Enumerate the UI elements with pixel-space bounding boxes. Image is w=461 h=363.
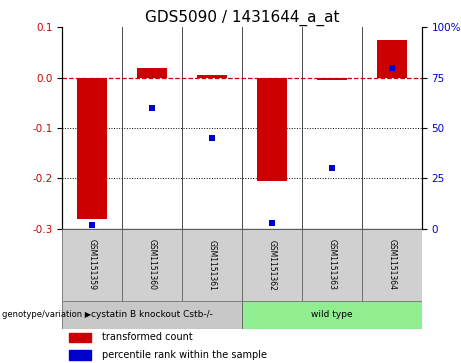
Point: [328, 165, 336, 171]
Bar: [70, 333, 91, 342]
Bar: [317, 78, 347, 80]
Text: GSM1151363: GSM1151363: [327, 240, 337, 290]
Bar: [137, 68, 167, 78]
Bar: [242, 301, 422, 329]
Bar: [77, 78, 107, 219]
Title: GDS5090 / 1431644_a_at: GDS5090 / 1431644_a_at: [145, 10, 339, 26]
Point: [208, 135, 216, 141]
Text: GSM1151364: GSM1151364: [387, 240, 396, 290]
Point: [388, 65, 396, 70]
Bar: [362, 229, 422, 301]
Text: GSM1151362: GSM1151362: [267, 240, 277, 290]
Bar: [257, 78, 287, 181]
Point: [89, 222, 96, 228]
Bar: [70, 350, 91, 359]
Text: GSM1151360: GSM1151360: [148, 240, 157, 290]
Text: GSM1151361: GSM1151361: [207, 240, 217, 290]
Text: wild type: wild type: [311, 310, 353, 319]
Bar: [302, 229, 362, 301]
Bar: [242, 229, 302, 301]
Text: genotype/variation ▶: genotype/variation ▶: [2, 310, 92, 319]
Bar: [377, 40, 407, 78]
Text: GSM1151359: GSM1151359: [88, 240, 97, 290]
Text: percentile rank within the sample: percentile rank within the sample: [102, 350, 267, 360]
Bar: [122, 229, 182, 301]
Point: [268, 220, 276, 225]
Bar: [62, 229, 122, 301]
Point: [148, 105, 156, 111]
Text: cystatin B knockout Cstb-/-: cystatin B knockout Cstb-/-: [91, 310, 213, 319]
Text: transformed count: transformed count: [102, 333, 193, 342]
Bar: [62, 301, 242, 329]
Bar: [197, 75, 227, 78]
Bar: [182, 229, 242, 301]
